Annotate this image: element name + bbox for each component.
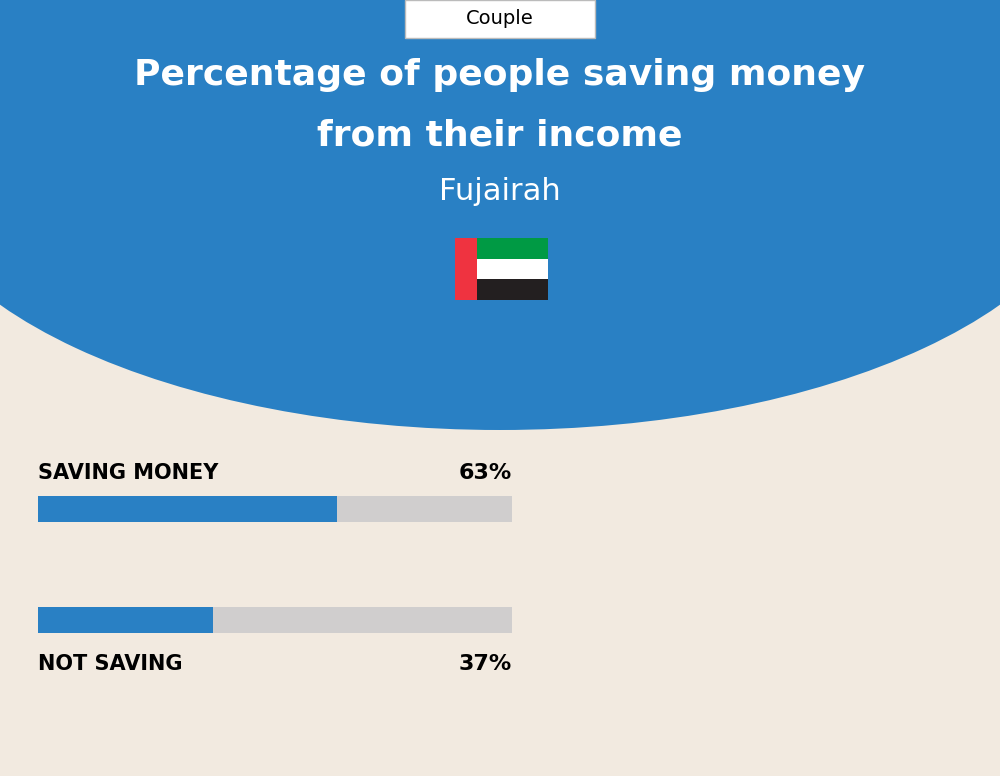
Bar	[477, 279, 548, 300]
Bar	[0, 0, 1000, 300]
Text: 63%: 63%	[459, 463, 512, 483]
Text: from their income: from their income	[317, 118, 683, 152]
Bar	[38, 607, 213, 633]
Bar	[38, 496, 337, 522]
FancyBboxPatch shape	[405, 0, 595, 38]
Bar	[38, 607, 512, 633]
Bar	[38, 496, 512, 522]
Ellipse shape	[0, 0, 1000, 430]
Text: Fujairah: Fujairah	[439, 178, 561, 206]
Bar	[455, 238, 477, 300]
Bar	[477, 238, 548, 258]
Text: 37%: 37%	[459, 654, 512, 674]
Text: NOT SAVING: NOT SAVING	[38, 654, 182, 674]
Text: Percentage of people saving money: Percentage of people saving money	[134, 58, 866, 92]
Bar	[477, 258, 548, 279]
Text: Couple: Couple	[466, 9, 534, 29]
Text: SAVING MONEY: SAVING MONEY	[38, 463, 218, 483]
